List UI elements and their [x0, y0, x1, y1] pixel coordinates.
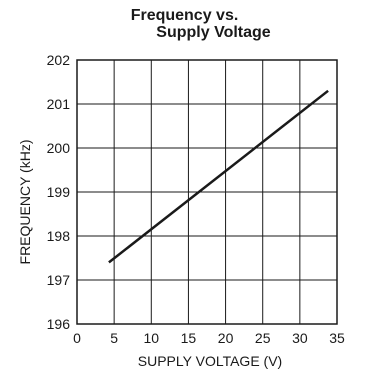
y-tick-label: 200: [47, 140, 71, 156]
y-tick-label: 199: [47, 184, 71, 200]
chart-title: Frequency vs.: [130, 7, 239, 24]
x-axis-label: SUPPLY VOLTAGE (V): [138, 353, 282, 369]
x-tick-label: 0: [73, 330, 81, 346]
y-tick-label: 201: [47, 96, 71, 112]
x-tick-label: 15: [181, 330, 197, 346]
plot-frame: [76, 59, 338, 325]
chart-subtitle: Supply Voltage: [156, 24, 271, 41]
y-tick-label: 202: [47, 52, 71, 68]
x-tick-label: 35: [329, 330, 345, 346]
chart-title-block: Frequency vs. Supply Voltage: [0, 7, 369, 41]
x-tick-label: 5: [110, 330, 118, 346]
x-tick-labels: 0 5 10 15 20 25 30 35: [73, 330, 345, 346]
series-group: [108, 89, 329, 264]
x-tick-label: 20: [218, 330, 234, 346]
y-tick-label: 198: [47, 228, 71, 244]
grid: [77, 60, 337, 324]
y-tick-label: 196: [47, 316, 71, 332]
y-tick-label: 197: [47, 272, 71, 288]
x-tick-label: 25: [255, 330, 271, 346]
y-tick-labels: 196 197 198 199 200 201 202: [47, 52, 71, 332]
x-tick-label: 10: [143, 330, 159, 346]
series-line: [108, 89, 329, 264]
x-tick-label: 30: [292, 330, 308, 346]
y-axis-label: FREQUENCY (kHz): [17, 140, 33, 265]
